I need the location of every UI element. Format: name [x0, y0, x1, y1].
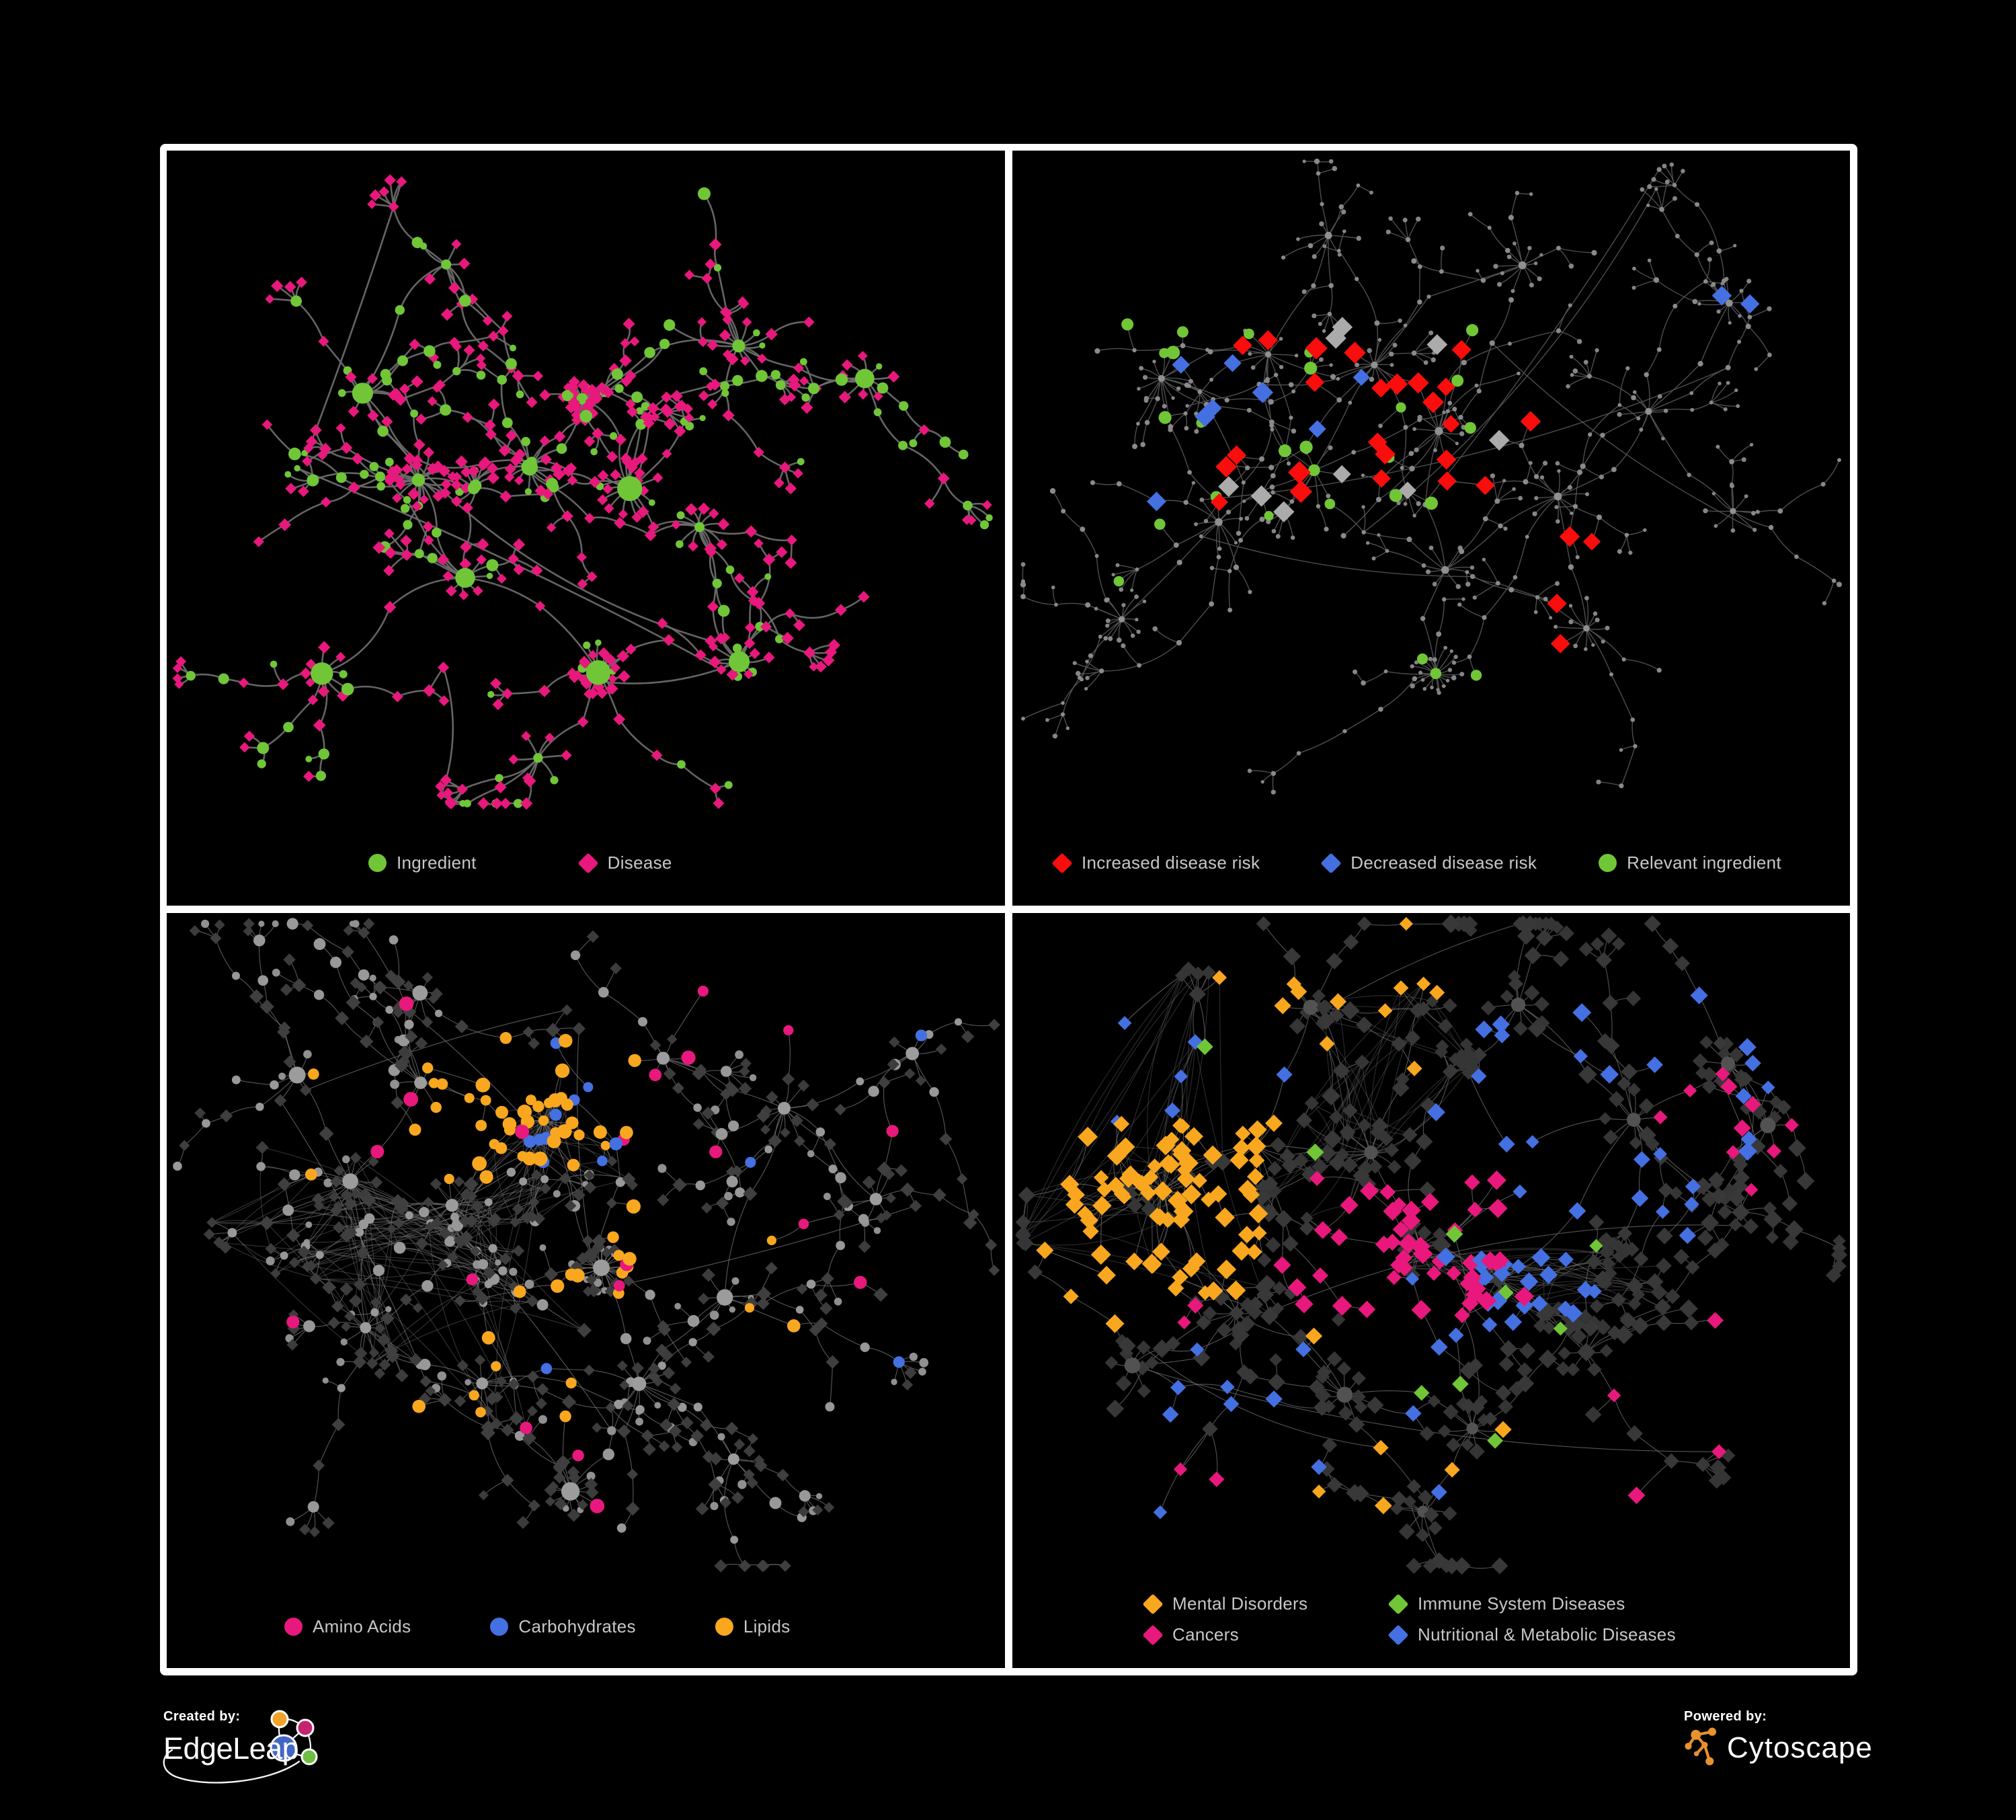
created-by-label: Created by:	[163, 1709, 241, 1724]
nutrient-classes-network	[173, 918, 1000, 1573]
legend-item: Relevant ingredient	[1599, 853, 1781, 873]
legend-label: Carbohydrates	[518, 1616, 636, 1636]
legend-item: Immune System Diseases	[1387, 1593, 1676, 1615]
panel-disease-categories: Mental Disorders Immune System Diseases Ca…	[1012, 913, 1850, 1668]
disease-risk-network	[1020, 158, 1843, 795]
legend-item: Amino Acids	[284, 1616, 411, 1637]
legend-label: Decreased disease risk	[1350, 853, 1537, 873]
disease-categories-network	[1015, 914, 1848, 1575]
figure-frame: Ingredient Disease Increased disease risk…	[160, 144, 1857, 1675]
legend-label: Immune System Diseases	[1418, 1593, 1625, 1614]
circle-swatch	[715, 1618, 733, 1636]
legend-label: Relevant ingredient	[1627, 853, 1781, 873]
legend-label: Cancers	[1172, 1624, 1239, 1645]
legend-label: Increased disease risk	[1082, 853, 1260, 873]
legend-item: Disease	[577, 852, 672, 874]
powered-by-credit: Powered by: Cytoscape	[1684, 1709, 1873, 1769]
diamond-swatch	[1387, 1593, 1409, 1615]
ingredient-disease-network	[172, 174, 993, 810]
diamond-swatch	[1320, 852, 1342, 874]
legend-item: Increased disease risk	[1051, 852, 1260, 874]
legend-label: Lipids	[743, 1616, 791, 1636]
disease-risk-legend: Increased disease risk Decreased disease …	[1051, 852, 1781, 874]
legend-label: Nutritional & Metabolic Diseases	[1418, 1624, 1676, 1645]
legend-label: Disease	[607, 853, 672, 873]
disease-categories-legend: Mental Disorders Immune System Diseases Ca…	[1142, 1593, 1676, 1646]
legend-label: Ingredient	[397, 853, 477, 873]
legend-item: Nutritional & Metabolic Diseases	[1387, 1624, 1676, 1646]
legend-item: Cancers	[1142, 1624, 1389, 1646]
legend-label: Mental Disorders	[1172, 1593, 1308, 1614]
legend-item: Ingredient	[368, 853, 477, 873]
diamond-swatch	[1142, 1593, 1164, 1615]
edgeleap-logo-icon	[163, 1710, 318, 1784]
diamond-swatch	[577, 852, 599, 874]
cytoscape-logo-icon	[1685, 1727, 1717, 1766]
diamond-swatch	[1387, 1624, 1409, 1646]
ingredient-disease-legend: Ingredient Disease	[368, 852, 672, 874]
legend-item: Mental Disorders	[1142, 1593, 1389, 1615]
diamond-swatch	[1051, 852, 1073, 874]
legend-item: Lipids	[715, 1616, 791, 1637]
circle-swatch	[368, 854, 387, 872]
created-by-credit: Created by: EdgeLeap	[163, 1709, 318, 1784]
legend-label: Amino Acids	[313, 1616, 411, 1636]
circle-swatch	[1599, 854, 1617, 872]
nutrient-classes-legend: Amino Acids Carbohydrates Lipids	[284, 1616, 791, 1637]
panel-disease-risk: Increased disease risk Decreased disease …	[1012, 151, 1850, 906]
diamond-swatch	[1142, 1624, 1164, 1646]
circle-swatch	[490, 1618, 509, 1636]
panel-nutrient-classes: Amino Acids Carbohydrates Lipids	[167, 913, 1005, 1668]
circle-swatch	[284, 1618, 303, 1636]
legend-item: Decreased disease risk	[1320, 852, 1537, 874]
legend-item: Carbohydrates	[490, 1616, 636, 1637]
cytoscape-wordmark: Cytoscape	[1727, 1731, 1873, 1764]
panel-ingredient-disease: Ingredient Disease	[167, 151, 1005, 906]
powered-by-label: Powered by:	[1684, 1709, 1767, 1724]
edgeleap-wordmark: EdgeLeap	[163, 1731, 299, 1766]
